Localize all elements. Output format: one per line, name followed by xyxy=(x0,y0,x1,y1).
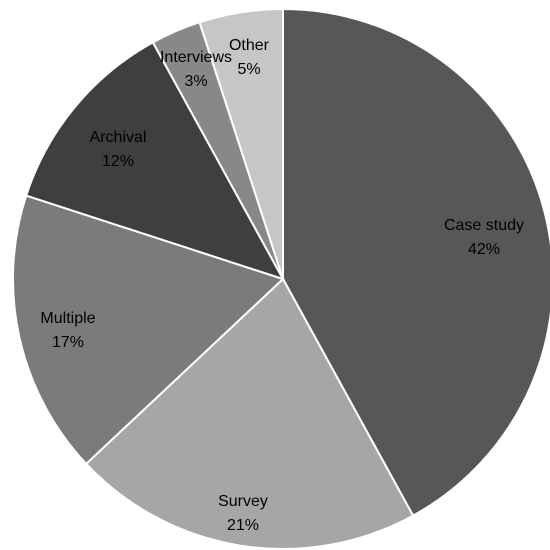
slice-label-interviews: Interviews 3% xyxy=(160,49,232,90)
slice-label-survey: Survey 21% xyxy=(218,493,268,534)
slice-percent-text: 21% xyxy=(227,517,259,534)
pie-slice-survey xyxy=(84,277,415,550)
slice-category-text: Survey xyxy=(218,493,268,510)
slice-percent-text: 3% xyxy=(184,73,207,90)
slice-label-multiple: Multiple 17% xyxy=(40,310,95,351)
slice-label-other: Other 5% xyxy=(229,37,270,78)
pie-slices xyxy=(12,7,550,550)
slice-percent-text: 5% xyxy=(237,61,260,78)
pie-labels: Case study 42% Survey 21% Multiple 17% Archiva… xyxy=(40,37,524,534)
slice-percent-text: 17% xyxy=(52,334,84,351)
slice-category-text: Archival xyxy=(90,129,147,146)
slice-category-text: Multiple xyxy=(40,310,95,327)
slice-label-case-study: Case study 42% xyxy=(444,217,524,258)
pie-slice-multiple xyxy=(12,194,285,466)
slice-label-archival: Archival 12% xyxy=(90,129,147,170)
slice-category-text: Interviews xyxy=(160,49,232,66)
slice-category-text: Case study xyxy=(444,217,524,234)
pie-slice-archival xyxy=(24,41,286,281)
pie-slice-case-study xyxy=(282,7,550,517)
slice-percent-text: 42% xyxy=(468,241,500,258)
slice-percent-text: 12% xyxy=(102,153,134,170)
pie-slice-other xyxy=(198,7,284,280)
slice-category-text: Other xyxy=(229,37,270,54)
